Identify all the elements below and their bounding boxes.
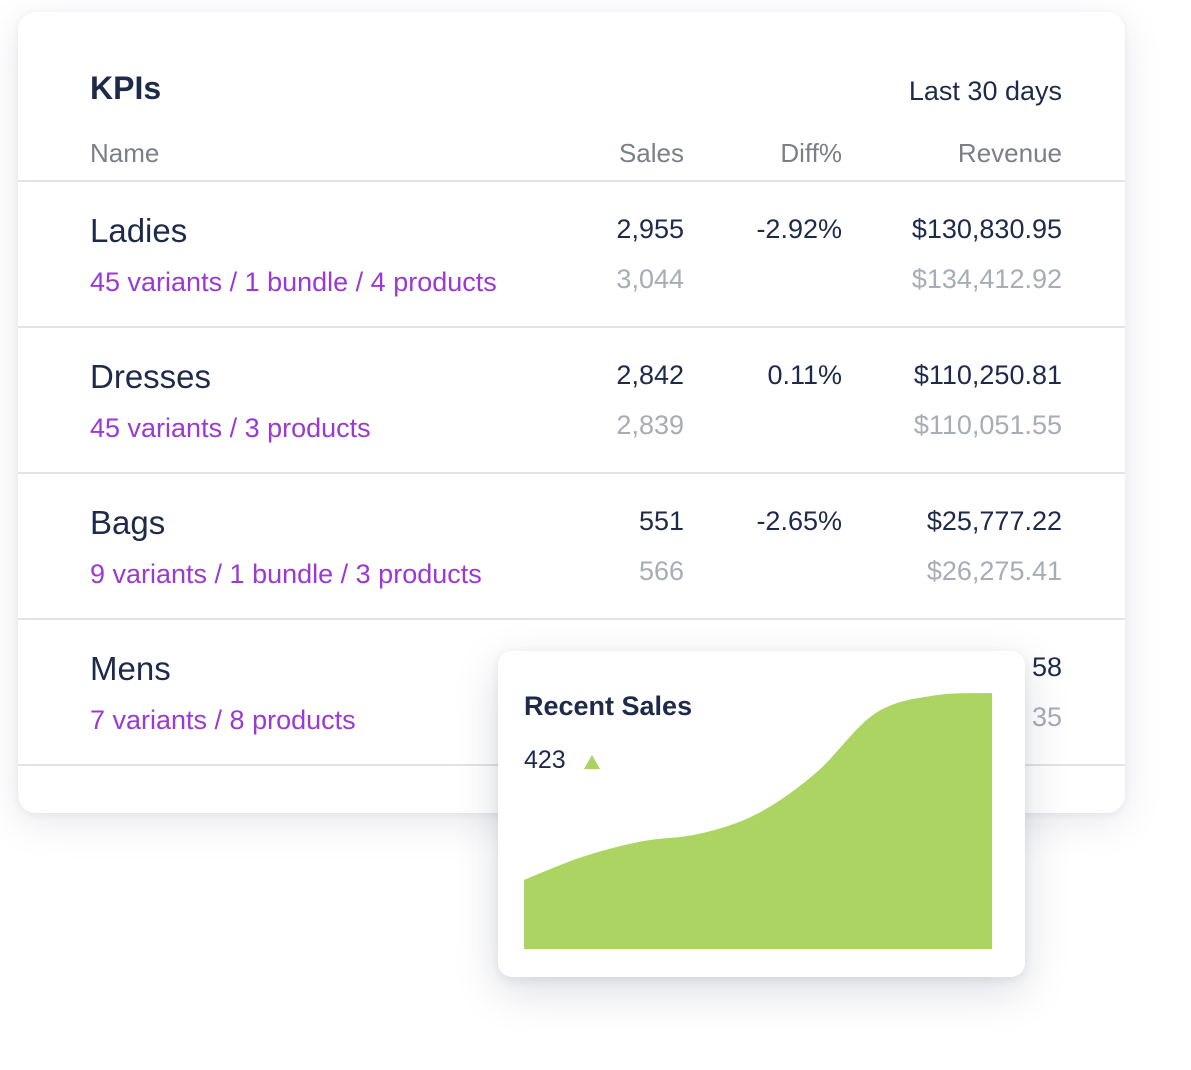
table-row[interactable]: Ladies 45 variants / 1 bundle / 4 produc… [18,182,1125,328]
row-sales: 2,955 [616,214,684,244]
row-diff: -2.92% [756,214,842,244]
header-name[interactable]: Name [90,138,160,168]
row-diff: -2.65% [756,506,842,536]
row-subtitle-link[interactable]: 9 variants / 1 bundle / 3 products [90,559,482,589]
row-prev-revenue: 35 [1031,702,1062,732]
row-subtitle-link[interactable]: 45 variants / 3 products [90,413,371,443]
row-name: Ladies [90,212,188,249]
header-sales[interactable]: Sales [618,138,684,168]
header-diff[interactable]: Diff% [780,138,842,168]
recent-sales-title: Recent Sales [524,691,693,721]
recent-sales-value: 423 [524,746,566,774]
row-diff: 0.11% [767,360,842,390]
sales-area [524,693,992,949]
row-prev-sales: 2,839 [616,410,684,440]
row-revenue: 58 [1031,652,1062,682]
row-subtitle-link[interactable]: 7 variants / 8 products [90,705,356,735]
row-name: Mens [90,650,171,687]
row-sales: 551 [638,506,684,536]
triangle-up-icon [584,755,600,769]
table-row[interactable]: Dresses 45 variants / 3 products 2,842 0… [18,328,1125,474]
row-prev-revenue: $110,051.55 [913,410,1062,440]
row-name: Dresses [90,358,212,395]
row-revenue: $25,777.22 [926,506,1062,536]
row-revenue: $130,830.95 [911,214,1062,244]
table-header: Name Sales Diff% Revenue [18,132,1125,182]
card-title: KPIs [90,70,162,106]
row-revenue: $110,250.81 [913,360,1062,390]
row-prev-revenue: $26,275.41 [926,556,1062,586]
row-sales: 2,842 [616,360,684,390]
row-name: Bags [90,504,166,541]
table-row[interactable]: Bags 9 variants / 1 bundle / 3 products … [18,474,1125,620]
header-revenue[interactable]: Revenue [957,138,1062,168]
row-prev-sales: 566 [638,556,684,586]
row-prev-sales: 3,044 [616,264,684,294]
recent-sales-chart [524,693,992,949]
row-prev-revenue: $134,412.92 [911,264,1062,294]
recent-sales-card: Recent Sales 423 [498,651,1025,977]
row-subtitle-link[interactable]: 45 variants / 1 bundle / 4 products [90,267,497,297]
period-selector[interactable]: Last 30 days [908,76,1062,106]
